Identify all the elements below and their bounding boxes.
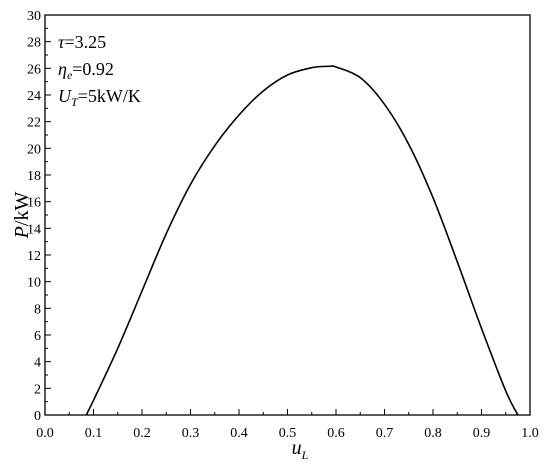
x-tick-label: 0.8: [424, 426, 442, 441]
x-axis-title-sub: L: [301, 448, 309, 462]
y-tick-label: 16: [27, 196, 41, 211]
power-curve: [85, 65, 519, 416]
y-tick-label: 4: [34, 356, 41, 371]
annotation-eta-sub: e: [67, 68, 73, 82]
annotation-ut-sub: T: [71, 95, 79, 109]
x-tick-label: 1.0: [521, 426, 539, 441]
x-axis-title: uL: [292, 437, 309, 462]
annotation-ut-symbol: U: [58, 86, 72, 106]
y-tick-label: 20: [27, 142, 41, 157]
x-tick-labels: 0.0 0.1 0.2 0.3 0.4 0.5 0.6 0.7 0.8 0.9 1.0: [36, 426, 539, 441]
annotation-tau-symbol: τ: [58, 32, 65, 52]
y-tick-label: 18: [27, 169, 41, 184]
y-axis-title-rest: /kW: [11, 192, 33, 227]
y-tick-label: 12: [27, 249, 41, 264]
y-tick-label: 10: [27, 276, 41, 291]
annotation-eta-symbol: η: [58, 59, 67, 79]
annotation-eta-value: =0.92: [72, 59, 114, 79]
y-tick-label: 0: [34, 409, 41, 424]
y-tick-label: 2: [34, 382, 41, 397]
annotation-ut-value: =5kW/K: [78, 86, 141, 106]
annotation-block: τ=3.25 ηe=0.92 UT=5kW/K: [58, 32, 141, 109]
annotation-tau: τ=3.25: [58, 32, 106, 52]
x-tick-label: 0.2: [133, 426, 151, 441]
y-axis-title: P/kW: [11, 192, 33, 240]
x-ticks: [44, 409, 531, 415]
x-tick-label: 0.3: [182, 426, 200, 441]
x-tick-label: 0.4: [230, 426, 248, 441]
x-tick-label: 0.0: [36, 426, 54, 441]
y-tick-label: 6: [34, 329, 41, 344]
y-tick-label: 30: [27, 9, 41, 24]
annotation-tau-value: =3.25: [64, 32, 106, 52]
x-tick-label: 0.7: [376, 426, 394, 441]
y-tick-label: 26: [27, 62, 41, 77]
x-tick-label: 0.6: [327, 426, 345, 441]
y-tick-label: 22: [27, 116, 41, 131]
x-tick-label: 0.5: [279, 426, 297, 441]
y-tick-label: 8: [34, 302, 41, 317]
y-axis-title-main: P: [11, 226, 33, 239]
y-ticks: [45, 14, 51, 416]
y-tick-label: 28: [27, 36, 41, 51]
x-tick-label: 0.9: [473, 426, 491, 441]
x-axis-title-main: u: [292, 437, 302, 459]
x-tick-label: 0.1: [85, 426, 103, 441]
annotation-eta: ηe=0.92: [58, 59, 114, 82]
y-tick-label: 24: [27, 89, 41, 104]
annotation-ut: UT=5kW/K: [58, 86, 141, 109]
y-tick-label: 14: [27, 222, 41, 237]
